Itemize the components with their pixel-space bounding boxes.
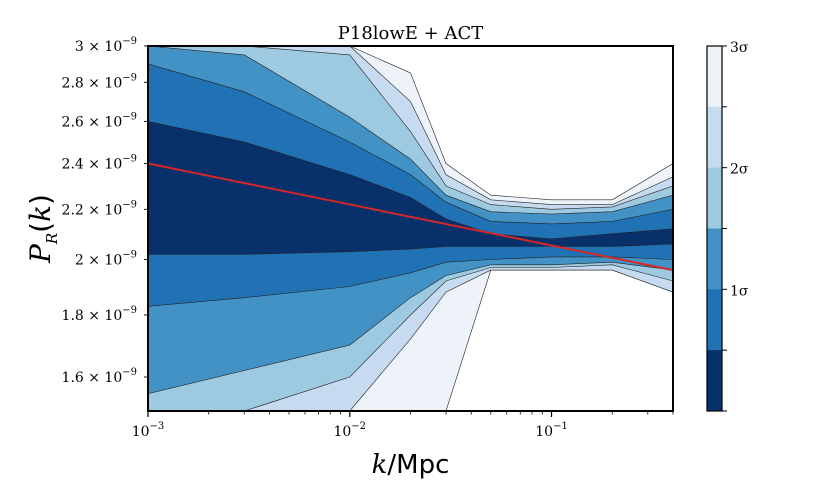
- colorbar: 3σ 2σ 1σ: [706, 40, 749, 412]
- colorbar-segment: [707, 167, 722, 229]
- y-tick-label: 2 × 10−9: [75, 250, 137, 269]
- chart-title: P18lowE + ACT: [338, 23, 483, 44]
- y-tick-label: 2.6 × 10−9: [62, 111, 137, 130]
- y-tick-label: 1.6 × 10−9: [62, 367, 137, 386]
- colorbar-label: 1σ: [730, 283, 749, 299]
- colorbar-segment: [707, 46, 722, 108]
- colorbar-label: 3σ: [730, 40, 749, 56]
- x-axis-label: k/Mpc: [372, 450, 450, 480]
- credible-bands: [148, 46, 673, 411]
- colorbar-segment: [707, 228, 722, 290]
- x-tick-label: 10−3: [132, 421, 165, 440]
- colorbar-label: 2σ: [730, 162, 749, 178]
- y-axis-ticks: 1.6 × 10−9 1.8 × 10−9 2 × 10−9 2.2 × 10−9 2.…: [62, 36, 148, 386]
- x-axis-label-text: k/Mpc: [372, 450, 450, 480]
- colorbar-segment: [707, 106, 722, 169]
- band-6: [148, 121, 673, 255]
- colorbar-segment: [707, 289, 722, 351]
- x-axis-ticks: 10−3 10−2 10−1: [132, 411, 674, 440]
- y-tick-label: 2.8 × 10−9: [62, 72, 137, 91]
- x-tick-label: 10−2: [333, 421, 366, 440]
- plot-area: 10−3 10−2 10−1 1.6 × 10−9 1.8 × 10−9 2 × 10−…: [62, 36, 674, 440]
- x-tick-label: 10−1: [535, 421, 568, 440]
- colorbar-segment: [707, 350, 722, 412]
- y-axis-label-text: PR(k): [24, 194, 61, 264]
- y-tick-label: 2.4 × 10−9: [62, 154, 137, 173]
- best-fit-layer: [148, 162, 673, 272]
- y-tick-label: 1.8 × 10−9: [62, 305, 137, 324]
- y-tick-label: 3 × 10−9: [75, 36, 137, 55]
- best-fit-line: [148, 162, 673, 272]
- y-axis-label: PR(k): [24, 194, 61, 264]
- y-tick-label: 2.2 × 10−9: [62, 199, 137, 218]
